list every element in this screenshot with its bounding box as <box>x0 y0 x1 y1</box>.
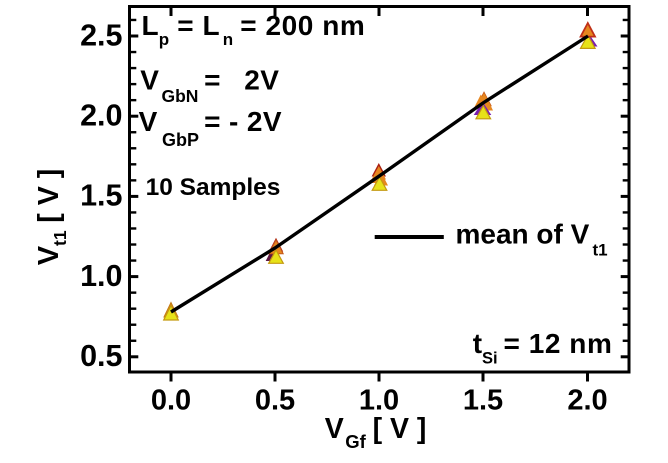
svg-text:2.0: 2.0 <box>80 99 122 133</box>
svg-text:1.0: 1.0 <box>359 385 399 417</box>
svg-text:= - 2V: = - 2V <box>204 106 282 137</box>
svg-text:V: V <box>325 413 344 445</box>
svg-text:10 Samples: 10 Samples <box>146 174 281 201</box>
svg-text:Si: Si <box>482 350 498 368</box>
svg-text:t1: t1 <box>50 230 70 246</box>
svg-text:[ V ]: [ V ] <box>33 169 65 223</box>
svg-text:0.0: 0.0 <box>151 385 191 417</box>
svg-text:[ V ]: [ V ] <box>373 413 427 445</box>
svg-text:0.5: 0.5 <box>255 385 295 417</box>
svg-text:mean of V: mean of V <box>456 219 590 250</box>
svg-text:V: V <box>33 245 65 265</box>
svg-text:1.5: 1.5 <box>463 385 503 417</box>
svg-text:= 200 nm: = 200 nm <box>240 10 365 41</box>
svg-text:=: = <box>204 65 220 96</box>
svg-text:GbP: GbP <box>162 130 199 150</box>
svg-text:0.5: 0.5 <box>80 339 122 373</box>
svg-text:n: n <box>223 30 233 49</box>
svg-text:Gf: Gf <box>345 431 366 452</box>
svg-text:= L: = L <box>177 10 220 41</box>
svg-text:V: V <box>139 106 158 137</box>
svg-text:V: V <box>140 65 159 96</box>
svg-text:2V: 2V <box>244 65 279 96</box>
svg-text:2.5: 2.5 <box>80 18 122 52</box>
svg-text:t: t <box>473 328 482 359</box>
svg-text:p: p <box>159 30 169 49</box>
svg-text:= 12 nm: = 12 nm <box>504 328 613 359</box>
svg-text:t1: t1 <box>593 241 608 260</box>
svg-text:L: L <box>142 10 160 41</box>
svg-text:1.5: 1.5 <box>80 179 122 213</box>
svg-text:1.0: 1.0 <box>80 259 122 293</box>
svg-text:GbN: GbN <box>162 86 199 106</box>
svg-text:2.0: 2.0 <box>567 385 607 417</box>
